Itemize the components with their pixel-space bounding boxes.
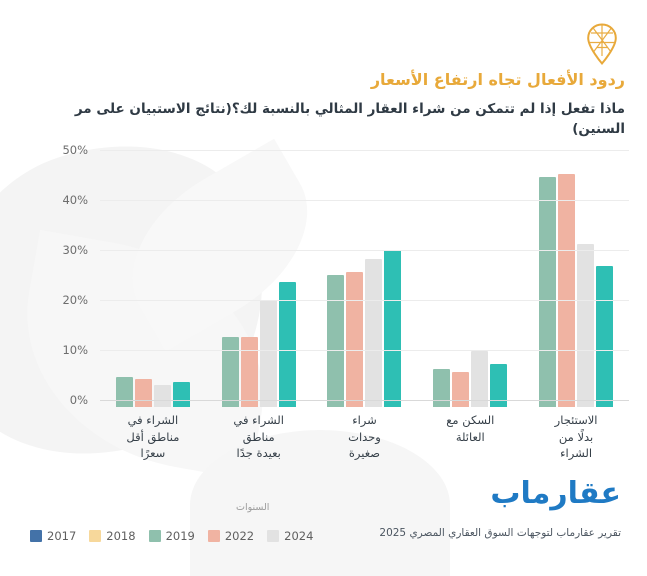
chart-legend: 2017 2018 2019 2022 2024 <box>30 529 313 543</box>
legend-label: 2019 <box>165 529 195 543</box>
title-block: ردود الأفعال تجاه ارتفاع الأسعار ماذا تف… <box>22 68 625 140</box>
bar[interactable] <box>115 377 133 407</box>
bar-group <box>417 157 523 407</box>
bar[interactable] <box>558 174 576 407</box>
bar[interactable] <box>134 378 152 407</box>
legend-color-swatch <box>267 530 280 542</box>
chart-subtitle: ماذا تفعل إذا لم تتمكن من شراء العقار ال… <box>74 101 625 138</box>
legend-item[interactable]: 2022 <box>207 529 255 543</box>
chart-plot-area: 0% 10% 20% 30% 40% 50% <box>0 143 647 418</box>
y-axis: 0% 10% 20% 30% 40% 50% <box>44 143 96 408</box>
bar-group <box>100 157 206 407</box>
legend-color-swatch <box>207 530 220 542</box>
bar[interactable] <box>221 337 239 407</box>
map-pin-icon <box>585 22 619 66</box>
legend-item[interactable]: 2019 <box>148 529 195 543</box>
bar-group <box>523 157 629 407</box>
bar-group <box>206 157 312 407</box>
gridline <box>100 350 629 351</box>
y-axis-tick-label: 50% <box>62 143 88 157</box>
y-axis-tick-label: 40% <box>62 193 88 207</box>
bar[interactable] <box>278 282 296 407</box>
legend-item[interactable]: 2018 <box>89 529 136 543</box>
legend-label: 2024 <box>284 529 314 543</box>
bar[interactable] <box>153 385 171 407</box>
plot-grid <box>100 150 629 408</box>
x-axis-labels: الشراء في مناطق أقل سعرًا الشراء في مناطق… <box>100 412 629 462</box>
gridline <box>100 200 629 201</box>
bar[interactable] <box>365 259 383 407</box>
legend-item[interactable]: 2017 <box>30 529 76 543</box>
legend-color-swatch <box>89 530 102 542</box>
x-axis-category-label: الاستئجار بدلًا من الشراء <box>554 413 598 461</box>
bar-groups <box>100 157 629 407</box>
bar[interactable] <box>452 372 470 407</box>
bar[interactable] <box>240 337 258 407</box>
bar[interactable] <box>596 266 614 407</box>
bar[interactable] <box>471 350 489 407</box>
legend-title: السنوات <box>236 502 270 513</box>
bar[interactable] <box>433 369 451 407</box>
x-axis-category-label: شراء وحدات صغيرة <box>348 413 381 461</box>
legend-label: 2017 <box>47 529 77 543</box>
bar[interactable] <box>327 274 345 407</box>
bar[interactable] <box>384 249 402 407</box>
x-axis-category-label: السكن مع العائلة <box>446 413 495 444</box>
bar[interactable] <box>172 382 190 407</box>
legend-label: 2022 <box>224 529 255 543</box>
y-axis-tick-label: 0% <box>69 393 88 407</box>
brand-logo-text: عقارماب <box>490 476 621 511</box>
bar[interactable] <box>259 299 277 407</box>
y-axis-tick-label: 20% <box>62 293 88 307</box>
chart-title: ردود الأفعال تجاه ارتفاع الأسعار <box>370 70 625 89</box>
gridline <box>100 400 629 401</box>
x-axis-category-label: الشراء في مناطق أقل سعرًا <box>126 413 180 461</box>
footer-note: تقرير عقارماب لتوجهات السوق العقاري المص… <box>379 527 621 539</box>
bar-group <box>312 157 418 407</box>
x-axis-category-label: الشراء في مناطق بعيدة جدًا <box>233 413 285 461</box>
gridline <box>100 150 629 151</box>
bar[interactable] <box>539 177 557 407</box>
y-axis-tick-label: 10% <box>62 343 88 357</box>
legend-label: 2018 <box>106 529 136 543</box>
legend-item[interactable]: 2024 <box>267 529 313 543</box>
bar[interactable] <box>346 272 364 407</box>
legend-color-swatch <box>148 530 161 542</box>
bar[interactable] <box>577 243 595 407</box>
gridline <box>100 250 629 251</box>
bar[interactable] <box>490 363 508 407</box>
gridline <box>100 300 629 301</box>
y-axis-tick-label: 30% <box>62 243 88 257</box>
legend-color-swatch <box>30 530 42 542</box>
